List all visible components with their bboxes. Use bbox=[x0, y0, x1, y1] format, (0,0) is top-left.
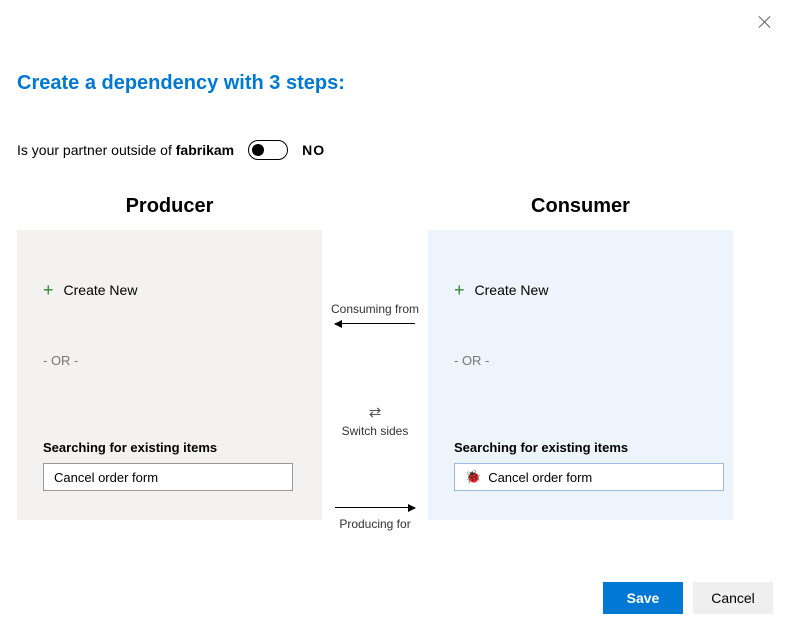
page-title: Create a dependency with 3 steps: bbox=[17, 72, 345, 95]
consumer-create-new[interactable]: + Create New bbox=[454, 282, 707, 298]
partner-question-prefix: Is your partner outside of bbox=[17, 142, 172, 158]
producer-or-label: - OR - bbox=[43, 353, 296, 368]
dependency-columns: Producer + Create New - OR - Searching f… bbox=[17, 195, 773, 520]
consumer-title: Consumer bbox=[428, 195, 733, 218]
cancel-button[interactable]: Cancel bbox=[693, 582, 773, 614]
producer-title: Producer bbox=[17, 195, 322, 218]
consumer-panel: + Create New - OR - Searching for existi… bbox=[428, 230, 733, 520]
producer-search-label: Searching for existing items bbox=[43, 440, 296, 455]
consumer-create-new-label: Create New bbox=[475, 282, 549, 298]
producing-for-label: Producing for bbox=[322, 517, 428, 531]
bug-icon: 🐞 bbox=[465, 469, 481, 485]
save-button[interactable]: Save bbox=[603, 582, 683, 614]
arrow-right-icon bbox=[335, 507, 415, 508]
producer-create-new-label: Create New bbox=[64, 282, 138, 298]
switch-sides-icon[interactable]: ⇄ bbox=[322, 403, 428, 421]
toggle-knob bbox=[252, 144, 264, 156]
plus-icon: + bbox=[454, 283, 465, 297]
consumer-search-input[interactable]: 🐞 Cancel order form bbox=[454, 463, 724, 491]
arrow-left-icon bbox=[335, 323, 415, 324]
producer-search-input[interactable]: Cancel order form bbox=[43, 463, 293, 491]
consumer-column: Consumer + Create New - OR - Searching f… bbox=[428, 195, 733, 520]
switch-sides-label: Switch sides bbox=[322, 424, 428, 438]
partner-outside-row: Is your partner outside of fabrikam NO bbox=[17, 140, 325, 160]
partner-outside-toggle[interactable] bbox=[248, 140, 288, 160]
footer-buttons: Save Cancel bbox=[603, 582, 773, 614]
producer-panel: + Create New - OR - Searching for existi… bbox=[17, 230, 322, 520]
consumer-search-label: Searching for existing items bbox=[454, 440, 707, 455]
consumer-or-label: - OR - bbox=[454, 353, 707, 368]
partner-outside-toggle-label: NO bbox=[302, 142, 325, 158]
producer-create-new[interactable]: + Create New bbox=[43, 282, 296, 298]
close-icon[interactable] bbox=[758, 15, 772, 29]
producer-search-value: Cancel order form bbox=[54, 470, 158, 485]
producer-column: Producer + Create New - OR - Searching f… bbox=[17, 195, 322, 520]
middle-column: Consuming from ⇄ Switch sides Producing … bbox=[322, 195, 428, 520]
partner-org-name: fabrikam bbox=[176, 142, 234, 158]
consuming-from-label: Consuming from bbox=[322, 302, 428, 316]
plus-icon: + bbox=[43, 283, 54, 297]
consumer-search-value: Cancel order form bbox=[488, 470, 592, 485]
